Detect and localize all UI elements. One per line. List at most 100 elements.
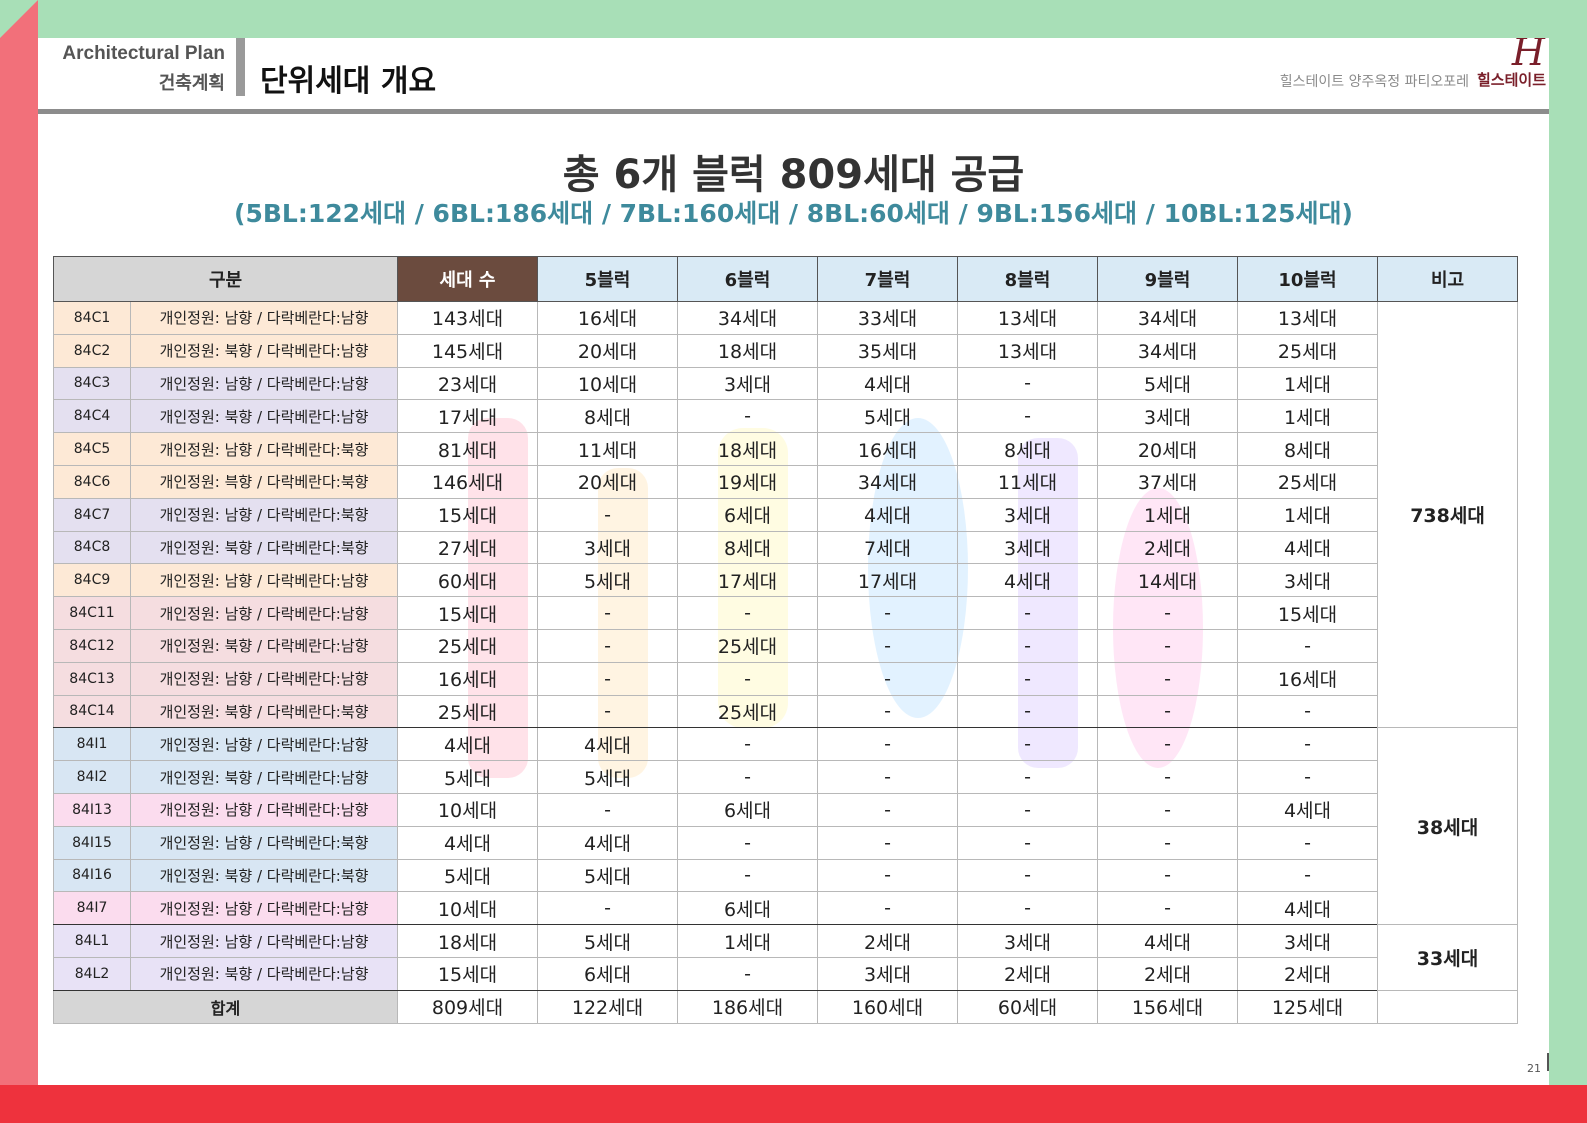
block-count-cell: - <box>677 596 818 630</box>
unit-type-cell: 84C13 <box>53 661 131 696</box>
block-count-cell: - <box>537 497 678 532</box>
block-count-cell: 8세대 <box>677 530 818 565</box>
block-count-cell: - <box>677 661 818 696</box>
unit-description-cell: 개인정원: 남향 / 다락베란다:북향 <box>130 497 398 532</box>
header-block: 6블럭 <box>677 256 818 302</box>
block-count-cell: 18세대 <box>677 432 818 466</box>
header-gubun: 구분 <box>53 256 398 302</box>
table-row: 84I15 개인정원: 남향 / 다락베란다:북향 4세대 4세대 - - - - - <box>53 825 1518 860</box>
block-count-cell: - <box>1097 596 1238 630</box>
table-row: 84C4 개인정원: 북향 / 다락베란다:남향 17세대 8세대 -5세대 -3세대 1세… <box>53 399 1518 434</box>
block-count-cell: - <box>957 596 1098 630</box>
block-count-cell: 19세대 <box>677 464 818 499</box>
block-count-cell: - <box>817 858 958 893</box>
unit-total-cell: 15세대 <box>397 596 538 630</box>
block-count-cell: 10세대 <box>537 366 678 401</box>
block-count-cell: 2세대 <box>817 924 958 958</box>
unit-type-cell: 84I2 <box>53 760 131 794</box>
block-count-cell: - <box>537 596 678 630</box>
unit-type-cell: 84C3 <box>53 366 131 401</box>
block-count-cell: - <box>677 760 818 794</box>
block-count-cell: 1세대 <box>1237 399 1378 434</box>
unit-type-cell: 84I15 <box>53 825 131 860</box>
block-count-cell: - <box>957 366 1098 401</box>
block-count-cell: - <box>1237 760 1378 794</box>
block-count-cell: - <box>537 661 678 696</box>
unit-description-cell: 개인정원: 북향 / 다락베란다:북향 <box>130 694 398 729</box>
section-title-ko: 건축계획 <box>158 73 225 94</box>
total-note-cell <box>1377 989 1518 1024</box>
block-total-cell: 156세대 <box>1097 989 1238 1024</box>
block-count-cell: - <box>957 792 1098 827</box>
block-count-cell: - <box>537 694 678 729</box>
unit-type-cell: 84I13 <box>53 792 131 827</box>
unit-total-cell: 25세대 <box>397 628 538 663</box>
block-count-cell: 6세대 <box>677 792 818 827</box>
block-count-cell: - <box>1237 825 1378 860</box>
block-total-cell: 60세대 <box>957 989 1098 1024</box>
unit-total-cell: 143세대 <box>397 301 538 335</box>
table-row: 84I1 개인정원: 남향 / 다락베란다:남향 4세대 4세대 - - - - -38세대 <box>53 727 1518 926</box>
unit-description-cell: 개인정원: 북향 / 다락베란다:남향 <box>130 956 398 991</box>
header-block: 8블럭 <box>957 256 1098 302</box>
unit-description-cell: 개인정원: 북향 / 다락베란다:남향 <box>130 399 398 434</box>
block-count-cell: - <box>677 825 818 860</box>
block-count-cell: - <box>817 792 958 827</box>
block-count-cell: - <box>957 891 1098 926</box>
unit-type-cell: 84C7 <box>53 497 131 532</box>
block-count-cell: - <box>817 694 958 729</box>
table-body: 84C1 개인정원: 남향 / 다락베란다:남향 143세대 16세대 34세대 33세대… <box>53 300 1518 1024</box>
block-count-cell: 8세대 <box>1237 432 1378 466</box>
table-row: 84I7 개인정원: 남향 / 다락베란다:남향 10세대 -6세대 - - -4세대 <box>53 891 1518 926</box>
table-row: 84C9 개인정원: 남향 / 다락베란다:남향 60세대 5세대 17세대 17세대 4세… <box>53 563 1518 598</box>
unit-description-cell: 개인정원: 남향 / 다락베란다:북향 <box>130 825 398 860</box>
table-row: 84C2 개인정원: 북향 / 다락베란다:남향 145세대 20세대 18세대 35세대… <box>53 333 1518 368</box>
block-count-cell: 13세대 <box>1237 301 1378 335</box>
unit-total-cell: 17세대 <box>397 399 538 434</box>
unit-description-cell: 개인정원: 남향 / 다락베란다:남향 <box>130 727 398 762</box>
unit-total-cell: 10세대 <box>397 891 538 926</box>
header-note: 비고 <box>1377 256 1518 302</box>
table-row: 84C8 개인정원: 북향 / 다락베란다:북향 27세대 3세대 8세대 7세대 3세대 2… <box>53 530 1518 565</box>
block-count-cell: 17세대 <box>817 563 958 598</box>
block-count-cell: 20세대 <box>537 464 678 499</box>
block-count-cell: 25세대 <box>677 694 818 729</box>
unit-type-cell: 84C12 <box>53 628 131 663</box>
unit-total-cell: 25세대 <box>397 694 538 729</box>
unit-description-cell: 개인정원: 븍향 / 다락베란다:북향 <box>130 464 398 499</box>
block-count-cell: 3세대 <box>1237 924 1378 958</box>
frame-corner-top-left <box>0 0 38 38</box>
frame-right-border <box>1549 0 1587 1123</box>
unit-type-cell: 84C8 <box>53 530 131 565</box>
block-count-cell: 14세대 <box>1097 563 1238 598</box>
block-count-cell: - <box>1097 628 1238 663</box>
section-title-en: Architectural Plan <box>62 43 225 64</box>
block-count-cell: - <box>957 628 1098 663</box>
block-count-cell: - <box>1097 891 1238 926</box>
block-count-cell: - <box>957 694 1098 729</box>
unit-total-cell: 16세대 <box>397 661 538 696</box>
block-count-cell: - <box>1237 858 1378 893</box>
unit-description-cell: 개인정원: 남향 / 다락베란다:남향 <box>130 792 398 827</box>
table-row: 84C11 개인정원: 남향 / 다락베란다:남향 15세대 - - - - -15세대 <box>53 596 1518 630</box>
frame-corner-top-right <box>1549 0 1587 38</box>
unit-description-cell: 개인정원: 남향 / 다락베란다:남향 <box>130 596 398 630</box>
block-count-cell: 8세대 <box>537 399 678 434</box>
block-count-cell: 5세대 <box>537 760 678 794</box>
block-count-cell: 25세대 <box>1237 333 1378 368</box>
block-count-cell: 15세대 <box>1237 596 1378 630</box>
block-count-cell: - <box>1097 792 1238 827</box>
unit-type-cell: 84C1 <box>53 301 131 335</box>
frame-bottom-border <box>0 1085 1587 1123</box>
unit-type-cell: 84C9 <box>53 563 131 598</box>
block-count-cell: - <box>957 760 1098 794</box>
block-count-cell: 6세대 <box>677 891 818 926</box>
block-count-cell: 3세대 <box>957 530 1098 565</box>
block-count-cell: 16세대 <box>537 301 678 335</box>
block-count-cell: 20세대 <box>537 333 678 368</box>
block-count-cell: 11세대 <box>537 432 678 466</box>
block-count-cell: 3세대 <box>677 366 818 401</box>
table-row: 84I16 개인정원: 북향 / 다락베란다:북향 5세대 5세대 - - - - - <box>53 858 1518 893</box>
block-count-cell: - <box>1237 628 1378 663</box>
unit-total-cell: 81세대 <box>397 432 538 466</box>
